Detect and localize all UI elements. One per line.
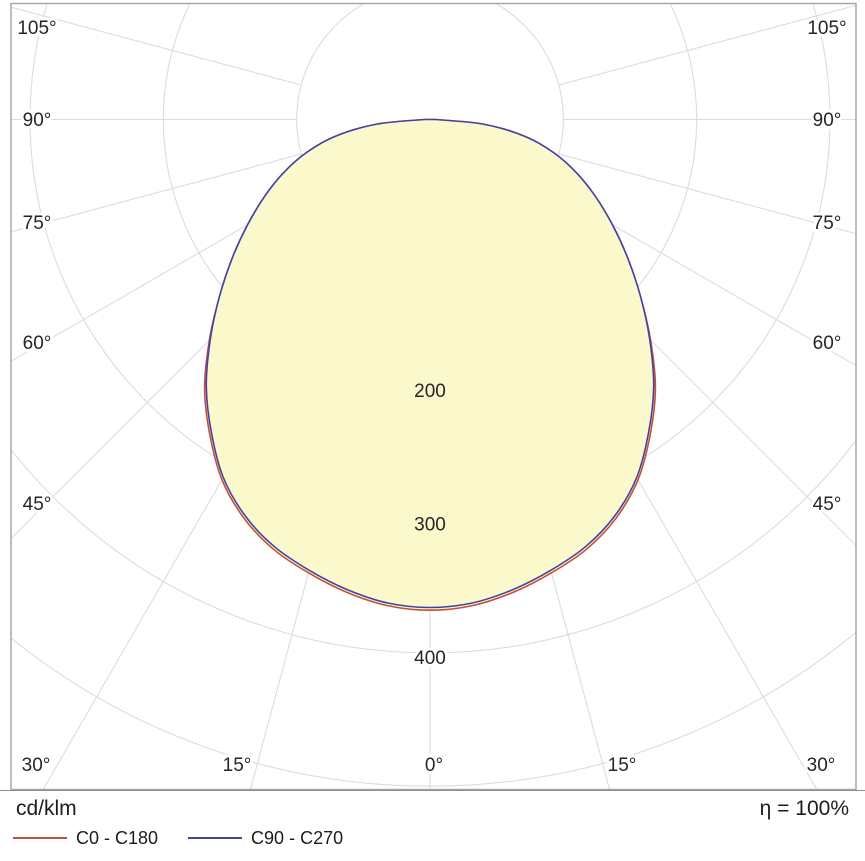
polar-chart-area: 200 300 400 105° 90° 75° 60° 45° 105° 90° 75° 60° 45…	[10, 2, 857, 791]
plot-border	[10, 2, 857, 791]
grid-ray-l105	[558, 4, 856, 86]
angle-label-bottom-2: 0°	[425, 755, 443, 776]
grid-ray-r105	[11, 6, 302, 86]
angle-label-right-90°: 90°	[813, 110, 842, 131]
angle-label-bottom-0: 30°	[22, 755, 51, 776]
angle-label-right-60°: 60°	[813, 333, 842, 354]
grid-ray-r75	[11, 153, 302, 233]
angle-label-left-90°: 90°	[23, 110, 52, 131]
legend-item-c90-c270: C90 - C270	[188, 827, 343, 849]
ring-label-200: 200	[414, 381, 446, 402]
polar-intensity-chart: 200 300 400 105° 90° 75° 60° 45° 105° 90° 75° 60° 45…	[10, 2, 857, 791]
unit-label: cd/klm	[16, 797, 77, 820]
grid-ray-l60	[545, 185, 856, 367]
chart-footer: cd/klm η = 100% C0 - C180 C90 - C270	[0, 790, 865, 861]
legend-label: C90 - C270	[251, 828, 344, 848]
angle-label-right-105°: 105°	[807, 18, 846, 39]
efficiency-label: η = 100%	[759, 797, 849, 820]
angle-label-right-45°: 45°	[813, 494, 842, 515]
ring-label-400: 400	[414, 648, 446, 669]
angle-label-left-75°: 75°	[23, 213, 52, 234]
plot-region	[11, 3, 856, 790]
angle-label-bottom-3: 15°	[608, 755, 637, 776]
legend-item-c0-c180: C0 - C180	[13, 827, 158, 849]
ring-label-300: 300	[414, 514, 446, 535]
angle-label-left-60°: 60°	[23, 333, 52, 354]
c0-c180-line-swatch	[13, 837, 67, 839]
angle-label-bottom-4: 30°	[807, 755, 836, 776]
angle-label-left-45°: 45°	[23, 494, 52, 515]
grid-ray-r60	[11, 185, 315, 363]
angle-label-left-105°: 105°	[17, 18, 56, 39]
c90-c270-line-swatch	[188, 837, 243, 839]
legend-label: C0 - C180	[76, 828, 159, 848]
grid-ray-l75	[558, 153, 856, 235]
angle-label-bottom-1: 15°	[223, 755, 252, 776]
angle-label-right-75°: 75°	[813, 213, 842, 234]
intensity-curve-c90-c270	[205, 118, 655, 609]
legend: C0 - C180 C90 - C270	[13, 827, 343, 849]
